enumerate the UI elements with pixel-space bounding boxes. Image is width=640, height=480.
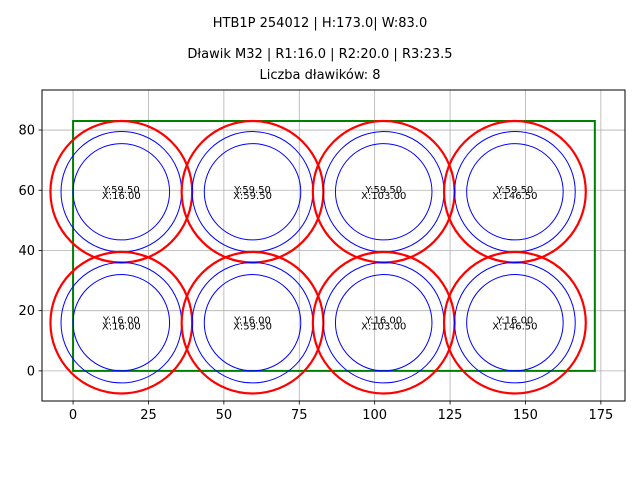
gland-label-y: Y:59.50 bbox=[233, 185, 271, 196]
x-tick-label: 150 bbox=[513, 408, 538, 423]
x-tick-label: 0 bbox=[69, 408, 77, 423]
gland-circle-r1 bbox=[466, 274, 564, 372]
gland-label-x: X:103.00 bbox=[361, 191, 406, 202]
gland-label-y: Y:16.00 bbox=[364, 316, 402, 327]
gland-circle-r1 bbox=[203, 274, 302, 372]
axis-ticks: 0 25 50 75 100 125 150 175 0 20 40 60 80 bbox=[18, 124, 613, 423]
x-tick-label: 25 bbox=[140, 408, 157, 423]
gland-label-x: X:16.00 bbox=[102, 322, 141, 333]
gland-label-y: Y:16.00 bbox=[233, 316, 271, 327]
gland-circle-r1 bbox=[334, 143, 433, 241]
gland-label-y: Y:59.50 bbox=[102, 185, 140, 196]
gland-label-x: X:59.50 bbox=[233, 191, 272, 202]
gland-label-x: X:146.50 bbox=[492, 322, 537, 333]
gland-label-y: Y:59.50 bbox=[496, 185, 534, 196]
gland-label-x: X:103.00 bbox=[361, 322, 406, 333]
gland-label-x: X:16.00 bbox=[102, 191, 141, 202]
chart-title-line-2: Dławik M32 | R1:16.0 | R2:20.0 | R3:23.5 bbox=[187, 47, 453, 62]
gland-label-x: X:146.50 bbox=[492, 191, 537, 202]
gland-circle-r2 bbox=[454, 262, 576, 384]
gland-circle-r1 bbox=[203, 143, 302, 241]
y-tick-label: 80 bbox=[18, 124, 35, 139]
y-tick-label: 40 bbox=[18, 244, 35, 259]
y-tick-label: 60 bbox=[18, 184, 35, 199]
y-tick-label: 20 bbox=[18, 304, 35, 319]
gland-label-x: X:59.50 bbox=[233, 322, 272, 333]
gland-label-y: Y:16.00 bbox=[496, 316, 534, 327]
grid-lines bbox=[42, 90, 625, 401]
axes-frame bbox=[41, 89, 626, 402]
gland-circle-r1 bbox=[466, 143, 564, 241]
x-tick-label: 175 bbox=[588, 408, 613, 423]
gland-circle-r1 bbox=[72, 143, 171, 241]
x-tick-label: 100 bbox=[362, 408, 387, 423]
gland-label-y: Y:59.50 bbox=[364, 185, 402, 196]
chart-title-line-1: HTB1P 254012 | H:173.0| W:83.0 bbox=[212, 16, 428, 31]
plot-content: Y:59.50X:16.00Y:59.50X:59.50Y:59.50X:103… bbox=[49, 119, 596, 395]
x-tick-label: 75 bbox=[291, 408, 308, 423]
x-tick-label: 50 bbox=[216, 408, 233, 423]
enclosure-rectangle bbox=[72, 120, 596, 372]
gland-circle-r1 bbox=[72, 274, 171, 372]
gland-label-y: Y:16.00 bbox=[102, 316, 140, 327]
gland-circle-r1 bbox=[334, 274, 433, 372]
y-tick-label: 0 bbox=[27, 364, 35, 379]
chart-title-line-3: Liczba dławików: 8 bbox=[259, 68, 381, 83]
x-tick-label: 125 bbox=[438, 408, 463, 423]
gland-circle-r3 bbox=[442, 250, 587, 395]
